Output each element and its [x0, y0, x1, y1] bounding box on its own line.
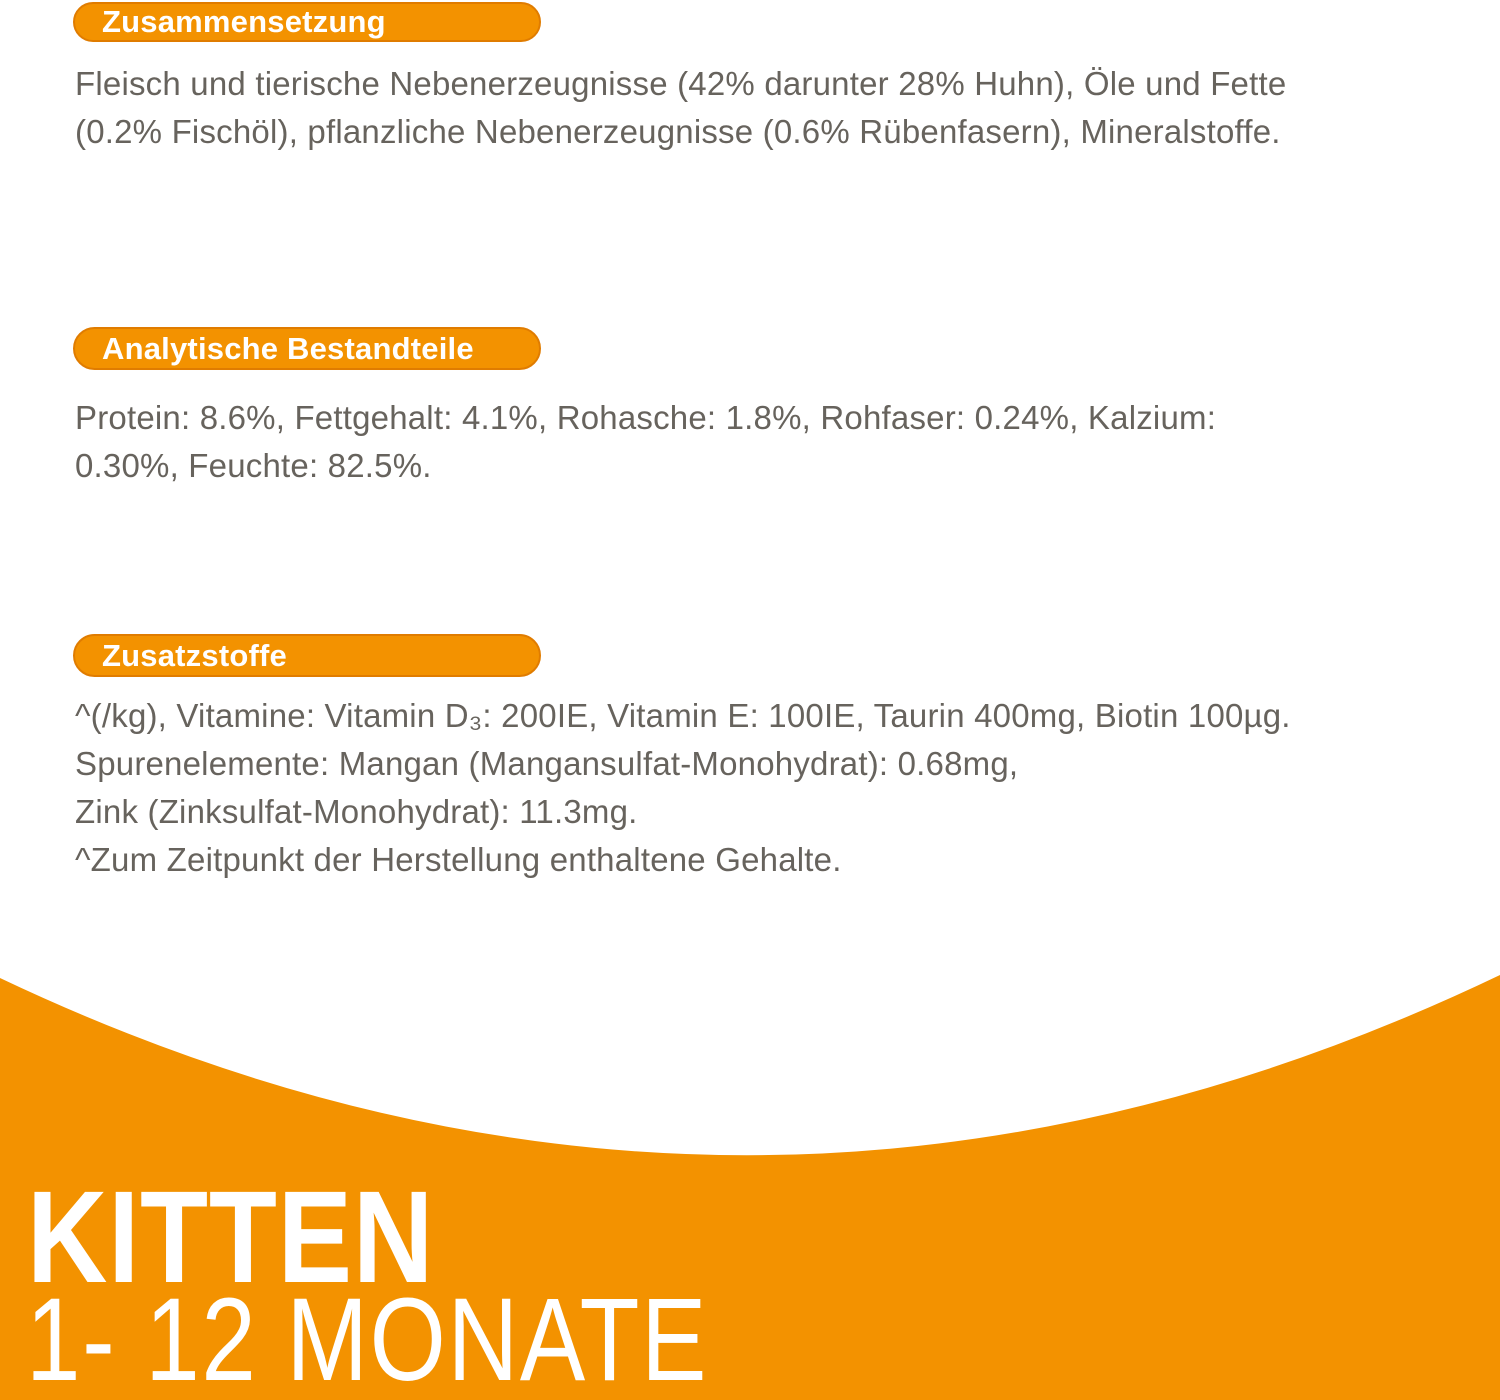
section-body-analytische-bestandteile: Protein: 8.6%, Fettgehalt: 4.1%, Rohasch…	[75, 394, 1495, 490]
section-title-pill-zusatzstoffe: Zusatzstoffe	[73, 634, 541, 677]
section-body-zusatzstoffe: ^(/kg), Vitamine: Vitamin D₃: 200IE, Vit…	[75, 692, 1495, 884]
body-text-line: Spurenelemente: Mangan (Mangansulfat-Mon…	[75, 745, 1019, 782]
body-text-line: 0.30%, Feuchte: 82.5%.	[75, 447, 432, 484]
body-text-line: ^(/kg), Vitamine: Vitamin D₃: 200IE, Vit…	[75, 697, 1291, 734]
section-title-pill-analytische-bestandteile: Analytische Bestandteile	[73, 327, 541, 370]
body-text-line: Fleisch und tierische Nebenerzeugnisse (…	[75, 65, 1287, 102]
curved-divider	[0, 975, 1500, 1400]
section-body-zusammensetzung: Fleisch und tierische Nebenerzeugnisse (…	[75, 60, 1495, 156]
age-range-subtitle: 1- 12 MONATE	[26, 1274, 709, 1400]
footer-banner	[0, 960, 1500, 1400]
product-stage-title: KITTEN	[27, 1163, 435, 1310]
body-text-line: Zink (Zinksulfat-Monohydrat): 11.3mg.	[75, 793, 638, 830]
section-title: Analytische Bestandteile	[102, 330, 474, 366]
body-text-line: ^Zum Zeitpunkt der Herstellung enthalten…	[75, 841, 842, 878]
section-title: Zusatzstoffe	[102, 637, 287, 673]
section-title: Zusammensetzung	[102, 4, 386, 39]
body-text-line: Protein: 8.6%, Fettgehalt: 4.1%, Rohasch…	[75, 399, 1217, 436]
body-text-line: (0.2% Fischöl), pflanzliche Nebenerzeugn…	[75, 113, 1281, 150]
section-title-pill-zusammensetzung: Zusammensetzung	[73, 2, 541, 42]
